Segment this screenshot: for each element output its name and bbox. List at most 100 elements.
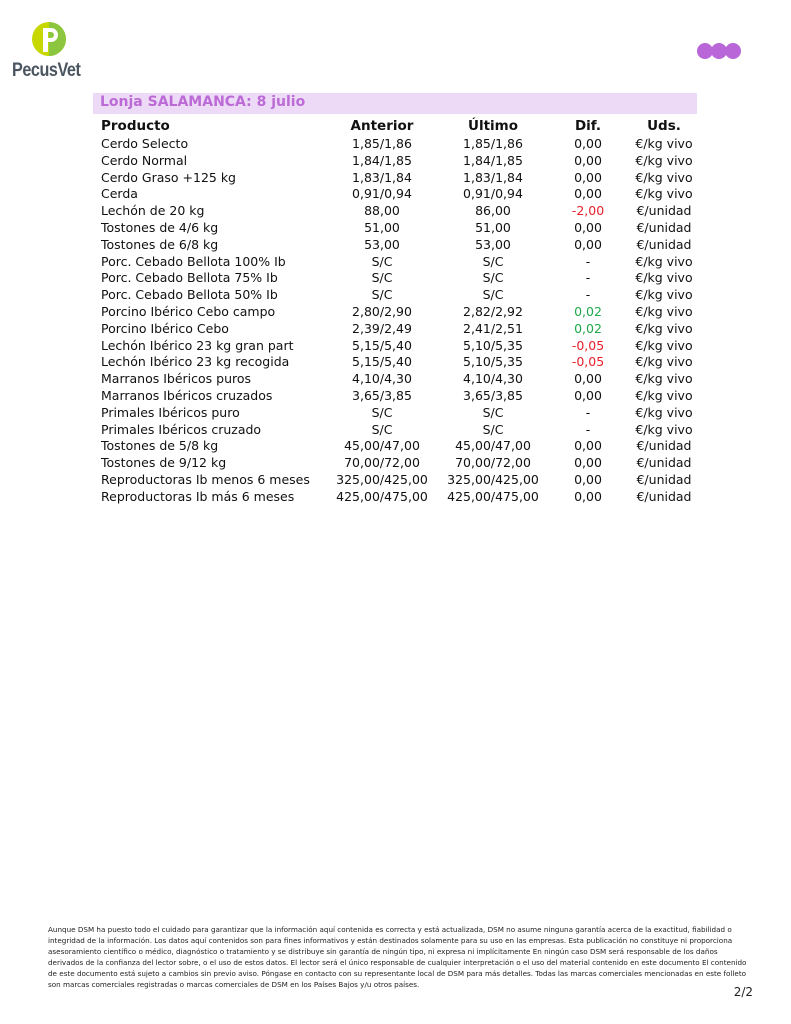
cell-product: Lechón de 20 kg [101,203,205,219]
cell-dif: 0,00 [574,371,602,387]
cell-ultimo: 1,83/1,84 [463,169,523,185]
table-row: Tostones de 5/8 kg 45,00/47,00 45,00/47,00… [93,438,697,455]
cell-uds: €/kg vivo [635,371,693,387]
cell-uds: €/kg vivo [635,421,693,437]
cell-product: Tostones de 5/8 kg [101,438,219,454]
cell-anterior: 45,00/47,00 [344,438,420,454]
cell-anterior: 70,00/72,00 [344,455,420,471]
logo-p-icon [32,22,66,56]
cell-ultimo: 2,41/2,51 [463,320,523,336]
table-header-row: Producto Anterior Último Dif. Uds. [93,116,697,136]
cell-product: Porcino Ibérico Cebo [101,320,229,336]
cell-anterior: 53,00 [364,236,400,252]
cell-dif: 0,00 [574,438,602,454]
cell-ultimo: 45,00/47,00 [455,438,531,454]
cell-ultimo: 425,00/475,00 [447,488,539,504]
cell-dif: 0,02 [574,320,602,336]
table-row: Cerdo Selecto 1,85/1,86 1,85/1,86 0,00 €/kg … [93,136,697,153]
cell-dif: -0,05 [571,354,605,370]
cell-dif: - [585,421,591,437]
cell-dif: - [585,287,591,303]
cell-anterior: 4,10/4,30 [352,371,412,387]
cell-uds: €/kg vivo [635,152,693,168]
cell-anterior: 1,84/1,85 [352,152,412,168]
table-row: Porcino Ibérico Cebo 2,39/2,49 2,41/2,51 0,… [93,321,697,338]
cell-product: Porcino Ibérico Cebo campo [101,303,276,319]
table-row: Tostones de 6/8 kg 53,00 53,00 0,00 €/unidad [93,237,697,254]
cell-uds: €/unidad [636,488,692,504]
cell-dif: -0,05 [571,337,605,353]
table-row: Marranos Ibéricos cruzados 3,65/3,85 3,65/… [93,388,697,405]
section-title-bar: Lonja SALAMANCA: 8 julio [93,93,697,114]
cell-ultimo: 1,84/1,85 [463,152,523,168]
cell-product: Porc. Cebado Bellota 100% Ib [101,253,286,269]
cell-product: Lechón Ibérico 23 kg gran part [101,337,294,353]
cell-anterior: 51,00 [364,219,400,235]
cell-uds: €/kg vivo [635,287,693,303]
cell-product: Lechón Ibérico 23 kg recogida [101,354,290,370]
column-header-anterior: Anterior [350,117,414,134]
cell-uds: €/kg vivo [635,354,693,370]
disclaimer-text: Aunque DSM ha puesto todo el cuidado par… [48,925,747,989]
cell-uds: €/unidad [636,203,692,219]
table-row: Cerdo Normal 1,84/1,85 1,84/1,85 0,00 €/kg v… [93,153,697,170]
dsm-dots-icon [697,43,745,59]
logo-text: PecusVet [12,60,81,81]
cell-ultimo: 51,00 [475,219,511,235]
table-row: Lechón Ibérico 23 kg gran part 5,15/5,40 5… [93,338,697,355]
table-row: Lechón Ibérico 23 kg recogida 5,15/5,40 5,… [93,354,697,371]
cell-dif: 0,00 [574,455,602,471]
cell-uds: €/kg vivo [635,303,693,319]
cell-uds: €/unidad [636,471,692,487]
cell-dif: 0,00 [574,152,602,168]
cell-uds: €/unidad [636,438,692,454]
cell-anterior: S/C [371,287,393,303]
cell-ultimo: 5,10/5,35 [463,354,523,370]
cell-uds: €/kg vivo [635,404,693,420]
cell-anterior: 325,00/425,00 [336,471,428,487]
table-row: Porc. Cebado Bellota 100% Ib S/C S/C - €/kg … [93,254,697,271]
section-title: Lonja SALAMANCA: 8 julio [100,94,306,110]
cell-product: Reproductoras Ib menos 6 meses [101,471,310,487]
cell-uds: €/unidad [636,455,692,471]
cell-uds: €/kg vivo [635,320,693,336]
cell-product: Primales Ibéricos puro [101,404,240,420]
cell-dif: 0,00 [574,387,602,403]
cell-product: Marranos Ibéricos puros [101,371,252,387]
cell-product: Cerdo Selecto [101,136,189,151]
cell-dif: 0,00 [574,219,602,235]
cell-dif: 0,00 [574,186,602,202]
table-row: Porcino Ibérico Cebo campo 2,80/2,90 2,82/… [93,304,697,321]
cell-uds: €/kg vivo [635,186,693,202]
cell-dif: - [585,404,591,420]
cell-ultimo: S/C [482,404,504,420]
cell-ultimo: 70,00/72,00 [455,455,531,471]
cell-dif: 0,00 [574,471,602,487]
cell-ultimo: S/C [482,287,504,303]
cell-anterior: 3,65/3,85 [352,387,412,403]
table-row: Porc. Cebado Bellota 75% Ib S/C S/C - €/kg v… [93,270,697,287]
column-header-producto: Producto [101,117,170,134]
cell-ultimo: S/C [482,421,504,437]
cell-anterior: S/C [371,404,393,420]
column-header-uds: Uds. [647,117,681,134]
cell-product: Tostones de 9/12 kg [101,455,227,471]
page-number: 2/2 [733,985,753,999]
column-header-ultimo: Último [467,117,518,134]
cell-uds: €/unidad [636,219,692,235]
cell-product: Porc. Cebado Bellota 50% Ib [101,287,278,303]
cell-uds: €/kg vivo [635,136,693,151]
cell-uds: €/kg vivo [635,169,693,185]
cell-ultimo: 3,65/3,85 [463,387,523,403]
cell-anterior: 1,83/1,84 [352,169,412,185]
cell-anterior: 425,00/475,00 [336,488,428,504]
cell-ultimo: 0,91/0,94 [463,186,523,202]
cell-ultimo: 86,00 [475,203,511,219]
table-row: Porc. Cebado Bellota 50% Ib S/C S/C - €/kg v… [93,287,697,304]
cell-anterior: 0,91/0,94 [352,186,412,202]
cell-anterior: 88,00 [364,203,400,219]
table-row: Primales Ibéricos cruzado S/C S/C - €/kg viv… [93,422,697,439]
table-row: Cerda 0,91/0,94 0,91/0,94 0,00 €/kg vivo [93,186,697,203]
table-row: Reproductoras Ib menos 6 meses 325,00/425… [93,472,697,489]
cell-product: Tostones de 4/6 kg [101,219,219,235]
